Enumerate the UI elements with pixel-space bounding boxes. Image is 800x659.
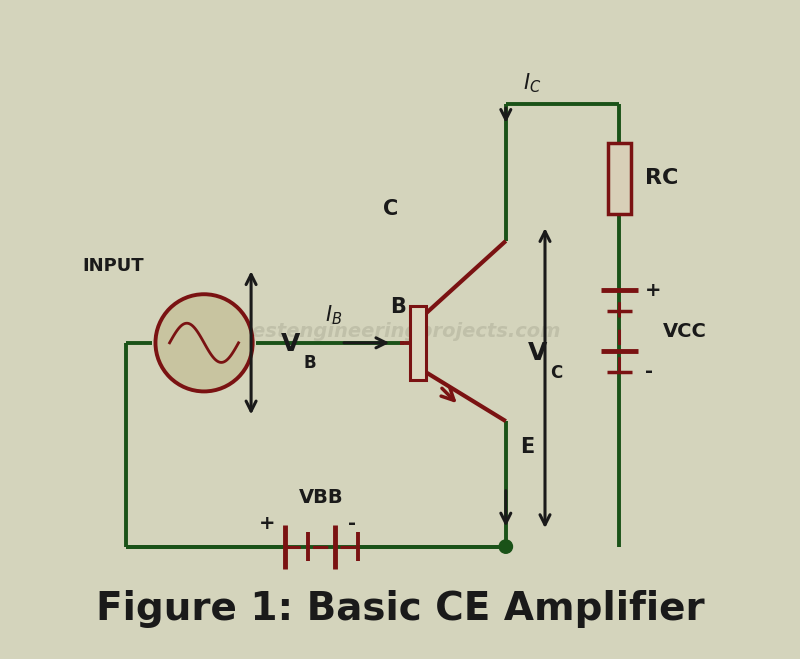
Text: -: - <box>645 362 653 382</box>
Bar <box>608 143 631 214</box>
Text: RC: RC <box>645 168 678 188</box>
Text: E: E <box>520 436 534 457</box>
Text: Figure 1: Basic CE Amplifier: Figure 1: Basic CE Amplifier <box>96 590 704 628</box>
Text: bestengineeringprojects.com: bestengineeringprojects.com <box>238 322 562 341</box>
Text: V: V <box>528 341 547 366</box>
Text: VBB: VBB <box>299 488 344 507</box>
Text: INPUT: INPUT <box>82 256 144 275</box>
Text: C: C <box>550 364 562 382</box>
Text: VCC: VCC <box>662 322 706 341</box>
Circle shape <box>155 294 253 391</box>
Text: +: + <box>259 515 276 533</box>
Text: $I_B$: $I_B$ <box>325 304 342 328</box>
Text: B: B <box>303 354 316 372</box>
Text: B: B <box>390 297 406 317</box>
Text: C: C <box>383 199 398 219</box>
Text: V: V <box>281 331 300 356</box>
Circle shape <box>499 540 513 554</box>
Bar <box>410 306 426 380</box>
Text: +: + <box>645 281 661 300</box>
Text: $I_C$: $I_C$ <box>523 72 542 96</box>
Text: -: - <box>348 515 356 533</box>
